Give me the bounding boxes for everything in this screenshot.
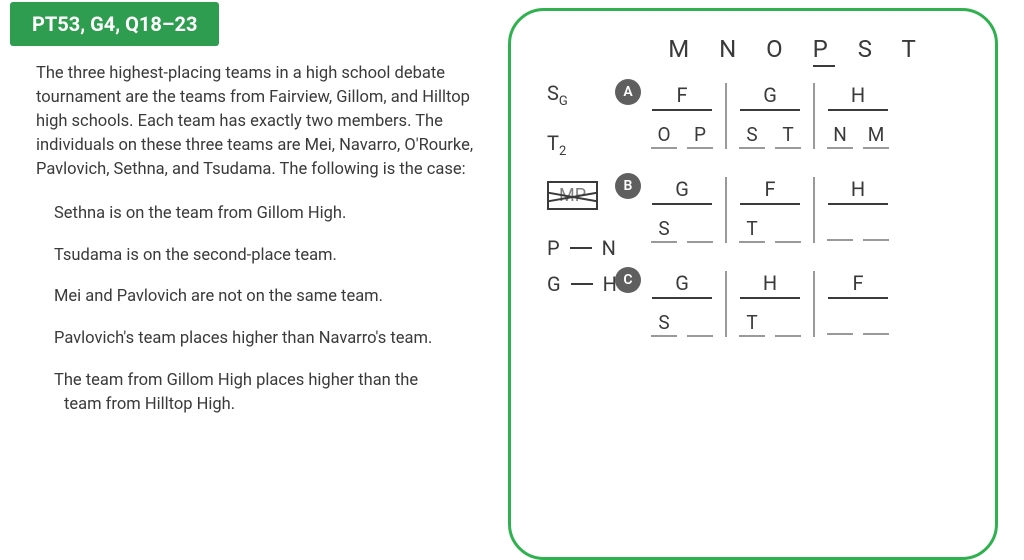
- group-divider: [725, 177, 727, 243]
- scenario-group: H: [821, 177, 895, 243]
- slot: [687, 311, 713, 337]
- scenario-group: G S: [645, 177, 719, 243]
- group-slots: S: [651, 217, 713, 243]
- diagram-panel: M N O P S T SG T2 MP P N G H: [508, 8, 998, 560]
- scenario-c: C G S H T: [645, 271, 971, 337]
- slot: [775, 311, 801, 337]
- note-pn-b: N: [602, 236, 616, 260]
- scenario-group: G S T: [733, 83, 807, 149]
- rule-item: Tsudama is on the second-place team.: [54, 244, 482, 268]
- group-head: G: [652, 271, 712, 299]
- group-divider: [813, 177, 815, 243]
- slot: [863, 311, 889, 335]
- dash-icon: [570, 247, 592, 249]
- roster-underline: [813, 65, 835, 67]
- slot: [863, 217, 889, 241]
- group-head: H: [828, 177, 888, 205]
- header-tag: PT53, G4, Q18–23: [10, 2, 219, 46]
- rule-item: Sethna is on the team from Gillom High.: [54, 202, 482, 226]
- note-sg-main: S: [547, 81, 559, 105]
- question-text-column: The three highest-placing teams in a hig…: [10, 46, 500, 417]
- roster-letters: M N O P S T: [537, 35, 969, 63]
- scenario-badge: B: [615, 173, 641, 199]
- scenario-badge: C: [615, 267, 641, 293]
- note-t2-main: T: [547, 131, 559, 155]
- note-p-before-n: P N: [547, 236, 617, 260]
- rule-item-continuation: team from Hilltop High.: [54, 393, 482, 417]
- group-slots: T: [739, 217, 801, 243]
- group-slots: [827, 311, 889, 335]
- note-pn-a: P: [547, 236, 560, 260]
- rules-list: Sethna is on the team from Gillom High. …: [36, 202, 482, 418]
- slot: [827, 311, 853, 335]
- slot: [827, 217, 853, 241]
- slot: O: [651, 123, 677, 149]
- scenario-grid: G S H T: [645, 271, 971, 337]
- scenario-grid: G S F T: [645, 177, 971, 243]
- scenario-grid: F O P G S T: [645, 83, 971, 149]
- group-head: G: [740, 83, 800, 111]
- scenario-group: H N M: [821, 83, 895, 149]
- group-slots: T: [739, 311, 801, 337]
- note-sethna-gillom: SG: [547, 81, 617, 109]
- group-divider: [725, 83, 727, 149]
- scenario-group: G S: [645, 271, 719, 337]
- note-mp-forbidden: MP: [547, 181, 598, 210]
- group-head: F: [828, 271, 888, 299]
- content-row: The three highest-placing teams in a hig…: [0, 46, 1024, 417]
- slot: [775, 217, 801, 243]
- scenario-group: F O P: [645, 83, 719, 149]
- note-g-before-h: G H: [547, 272, 617, 296]
- slot: T: [775, 123, 801, 149]
- note-gh-a: G: [547, 272, 561, 296]
- group-divider: [813, 83, 815, 149]
- slot: [687, 217, 713, 243]
- constraint-notes: SG T2 MP P N G H: [547, 81, 617, 308]
- scenario-group: F T: [733, 177, 807, 243]
- rule-item: Mei and Pavlovich are not on the same te…: [54, 285, 482, 309]
- slot: M: [863, 123, 889, 149]
- scenario-group: F: [821, 271, 895, 337]
- dash-icon: [571, 283, 593, 285]
- slot: S: [739, 123, 765, 149]
- group-head: F: [652, 83, 712, 111]
- group-head: H: [828, 83, 888, 111]
- group-divider: [725, 271, 727, 337]
- slot: S: [651, 311, 677, 337]
- scenarios-container: A F O P G S: [645, 83, 971, 365]
- group-head: F: [740, 177, 800, 205]
- note-tsudama-2nd: T2: [547, 131, 617, 159]
- group-slots: O P: [651, 123, 713, 149]
- diagram-column: M N O P S T SG T2 MP P N G H: [500, 46, 1024, 417]
- group-head: H: [740, 271, 800, 299]
- slot: P: [687, 123, 713, 149]
- slot: T: [739, 311, 765, 337]
- scenario-badge: A: [615, 79, 641, 105]
- slot: T: [739, 217, 765, 243]
- scenario-b: B G S F T: [645, 177, 971, 243]
- group-slots: [827, 217, 889, 241]
- rule-item: The team from Gillom High places higher …: [54, 369, 482, 393]
- scenario-group: H T: [733, 271, 807, 337]
- note-sg-sub: G: [559, 94, 568, 109]
- scenario-a: A F O P G S: [645, 83, 971, 149]
- group-divider: [813, 271, 815, 337]
- group-slots: N M: [827, 123, 889, 149]
- group-head: G: [652, 177, 712, 205]
- group-slots: S T: [739, 123, 801, 149]
- slot: N: [827, 123, 853, 149]
- group-slots: S: [651, 311, 713, 337]
- intro-paragraph: The three highest-placing teams in a hig…: [36, 62, 482, 182]
- note-t2-sub: 2: [559, 144, 566, 159]
- slot: S: [651, 217, 677, 243]
- rule-item: Pavlovich's team places higher than Nava…: [54, 327, 482, 351]
